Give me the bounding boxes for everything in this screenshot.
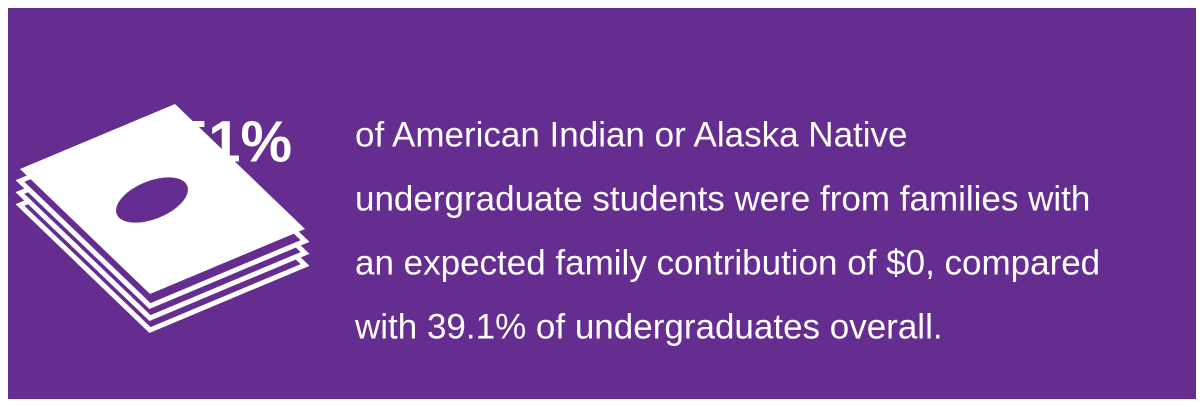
description-line: of American Indian or Alaska Native <box>355 115 908 154</box>
money-icon <box>15 104 310 333</box>
stat: 51% <box>176 109 292 174</box>
description-line: undergraduate students were from familie… <box>355 179 1090 218</box>
description-line: with 39.1% of undergraduates overall. <box>354 307 943 346</box>
description-line: an expected family contribution of $0, c… <box>355 243 1100 282</box>
description: of American Indian or Alaska Native under… <box>354 115 1100 346</box>
